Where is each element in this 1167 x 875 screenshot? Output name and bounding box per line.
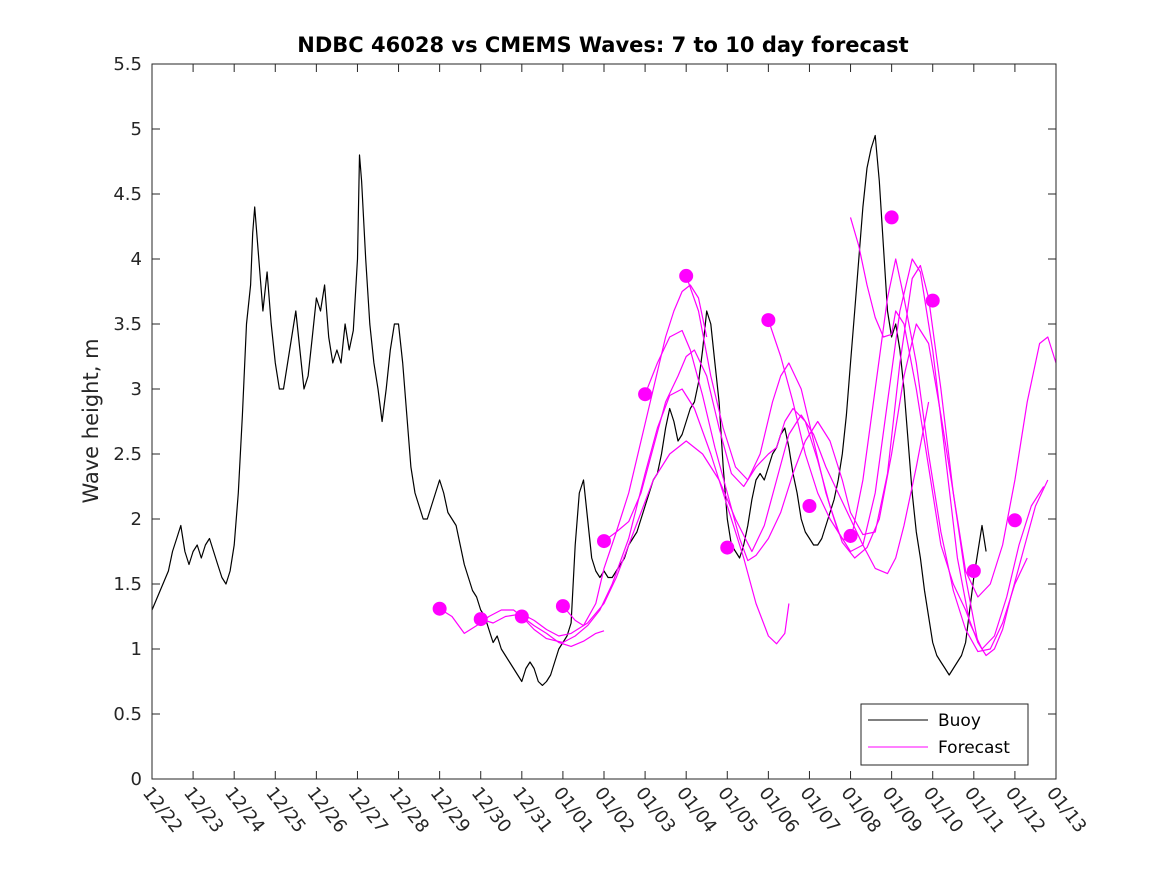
forecast-start-marker [473, 612, 488, 627]
chart-title: NDBC 46028 vs CMEMS Waves: 7 to 10 day f… [297, 33, 908, 57]
forecast-series-line [521, 616, 605, 647]
forecast-series-line [562, 284, 708, 627]
y-tick-label: 1.5 [113, 574, 142, 595]
y-tick-label: 2.5 [113, 444, 142, 465]
forecast-series-line [644, 264, 1057, 598]
forecast-start-marker [802, 499, 817, 513]
forecast-start-marker [884, 210, 899, 225]
forecast-series-line [767, 258, 1028, 653]
forecast-start-marker [432, 601, 447, 616]
forecast-start-marker [597, 534, 611, 549]
y-axis-label: Wave height, m [79, 338, 103, 503]
forecast-start-marker [1007, 513, 1022, 528]
forecast-start-marker [679, 268, 694, 283]
forecast-start-marker [761, 313, 776, 328]
y-tick-label: 4.5 [113, 184, 142, 205]
forecast-series-line [685, 258, 1045, 650]
y-tick-label: 0.5 [113, 704, 142, 725]
y-tick-label: 1 [131, 639, 142, 660]
forecast-start-marker [925, 293, 940, 308]
legend-box [860, 703, 1029, 766]
legend-forecast-label: Forecast [938, 738, 1010, 758]
forecast-start-marker [720, 540, 735, 555]
y-tick-label: 0 [131, 769, 142, 790]
forecast-start-marker [555, 599, 570, 614]
buoy-series-line [151, 134, 987, 686]
y-tick-label: 3 [131, 379, 142, 400]
legend: Buoy Forecast [860, 703, 1029, 766]
y-tick-label: 5.5 [113, 54, 142, 75]
forecast-start-marker [966, 564, 981, 578]
legend-buoy-label: Buoy [938, 711, 981, 731]
forecast-start-marker [843, 528, 858, 543]
y-tick-label: 3.5 [113, 314, 142, 335]
forecast-start-marker [514, 609, 529, 624]
forecast-start-marker [638, 387, 653, 402]
forecast-series-line [849, 217, 979, 643]
y-tick-label: 4 [131, 249, 142, 270]
series-layer [151, 134, 1057, 686]
marker-layer [432, 210, 1022, 627]
forecast-series-line [480, 401, 930, 637]
y-tick-label: 2 [131, 509, 142, 530]
y-tick-label: 5 [131, 119, 142, 140]
forecast-series-line [439, 388, 790, 645]
